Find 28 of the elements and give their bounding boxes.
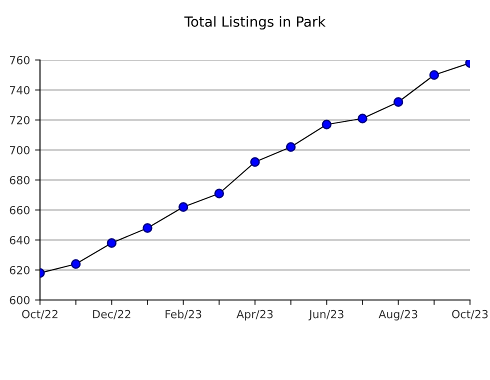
point <box>393 97 404 107</box>
point <box>142 223 152 233</box>
x-tick-label: Aug/23 <box>378 310 418 320</box>
y-tick-label: 680 <box>10 176 30 184</box>
point <box>358 114 368 124</box>
x-tick-label: Jun/23 <box>308 310 344 320</box>
x-tick-label: Feb/23 <box>166 310 202 320</box>
y-tick-label: 640 <box>10 236 30 244</box>
x-tick-label: Oct/23 <box>452 310 488 320</box>
x-tick-label: Dec/22 <box>93 310 130 320</box>
point <box>178 202 188 212</box>
point <box>70 259 81 269</box>
point <box>322 120 332 130</box>
x-tick-label: Oct/22 <box>22 310 58 320</box>
y-tick-label: 760 <box>10 56 30 64</box>
x-tick-label: Apr/23 <box>236 310 273 320</box>
y-tick-label: 720 <box>10 116 30 124</box>
y-tick-label: 600 <box>10 296 30 304</box>
point <box>250 157 260 167</box>
point <box>429 70 440 80</box>
point <box>214 188 224 198</box>
y-tick-label: 740 <box>10 86 30 94</box>
chart-title: Total Listings in Park <box>184 16 326 30</box>
point <box>286 142 296 152</box>
y-tick-label: 660 <box>10 206 30 214</box>
y-tick-label: 620 <box>10 266 30 274</box>
y-tick-label: 700 <box>10 146 30 154</box>
point <box>106 238 117 248</box>
